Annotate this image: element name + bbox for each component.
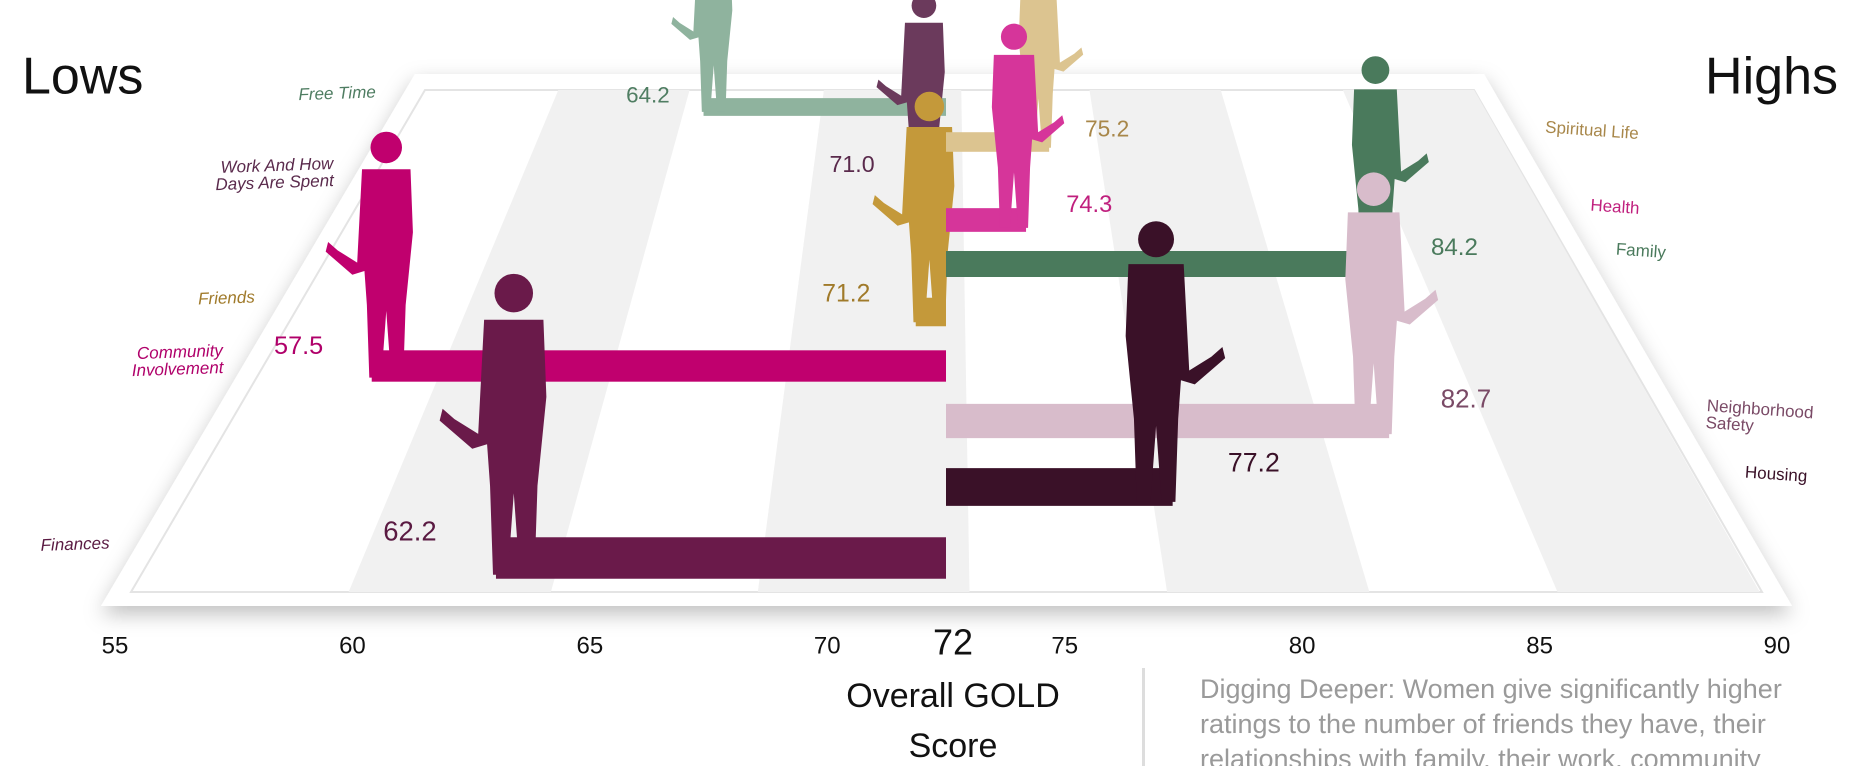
value-label: 82.7 xyxy=(1441,385,1491,413)
note: Digging Deeper: Women give significantly… xyxy=(1200,672,1840,766)
value-label: 77.2 xyxy=(1228,447,1280,477)
x-tick-label: 80 xyxy=(1289,632,1316,659)
value-label: 57.5 xyxy=(274,332,323,360)
category-label: Family xyxy=(1615,240,1667,262)
silhouette-head xyxy=(1362,56,1390,84)
x-tick-label: 55 xyxy=(102,632,129,659)
x-tick-label: 70 xyxy=(814,632,841,659)
highs-heading: Highs xyxy=(1705,48,1838,106)
x-tick-label: 85 xyxy=(1526,632,1553,659)
divider xyxy=(1142,668,1145,766)
category-label: NeighborhoodSafety xyxy=(1705,397,1814,440)
category-label: Spiritual Life xyxy=(1545,118,1640,143)
value-label: 75.2 xyxy=(1085,115,1129,141)
value-label: 71.0 xyxy=(830,151,875,177)
value-label: 74.3 xyxy=(1066,192,1112,218)
silhouette-head xyxy=(915,92,945,122)
page: 64.2 71.0 71.2 57.5 62.2 75.2 74.3 84.2 82.7 77.2… xyxy=(0,0,1861,766)
bar xyxy=(496,537,946,578)
value-label: 71.2 xyxy=(822,280,870,307)
value-label: 64.2 xyxy=(626,82,670,107)
category-label: Free Time xyxy=(298,82,376,104)
category-label: Housing xyxy=(1744,463,1808,486)
category-label: Health xyxy=(1590,196,1640,218)
silhouette-head xyxy=(494,274,533,313)
category-label: Friends xyxy=(198,287,256,308)
category-label: Finances xyxy=(40,533,110,554)
bar xyxy=(946,208,1026,232)
x-tick-label: 60 xyxy=(339,632,366,659)
chart: 64.2 71.0 71.2 57.5 62.2 75.2 74.3 84.2 82.7 77.2… xyxy=(0,0,1861,766)
category-label: CommunityInvolvement xyxy=(131,341,225,380)
silhouette-head xyxy=(1357,172,1391,206)
category-label: Work And HowDays Are Spent xyxy=(215,154,336,194)
bar xyxy=(372,350,946,381)
x-tick-label: 75 xyxy=(1051,632,1078,659)
silhouette-head xyxy=(371,132,403,164)
silhouette-head xyxy=(1138,221,1174,257)
value-label: 84.2 xyxy=(1431,234,1478,261)
lows-heading: Lows xyxy=(22,48,143,106)
x-tick-label: 90 xyxy=(1764,632,1791,659)
overall-score: 72 xyxy=(933,622,973,663)
silhouette-head xyxy=(1001,24,1027,50)
x-tick-label: 65 xyxy=(577,632,604,659)
silhouette-head xyxy=(912,0,937,18)
value-label: 62.2 xyxy=(383,515,436,546)
